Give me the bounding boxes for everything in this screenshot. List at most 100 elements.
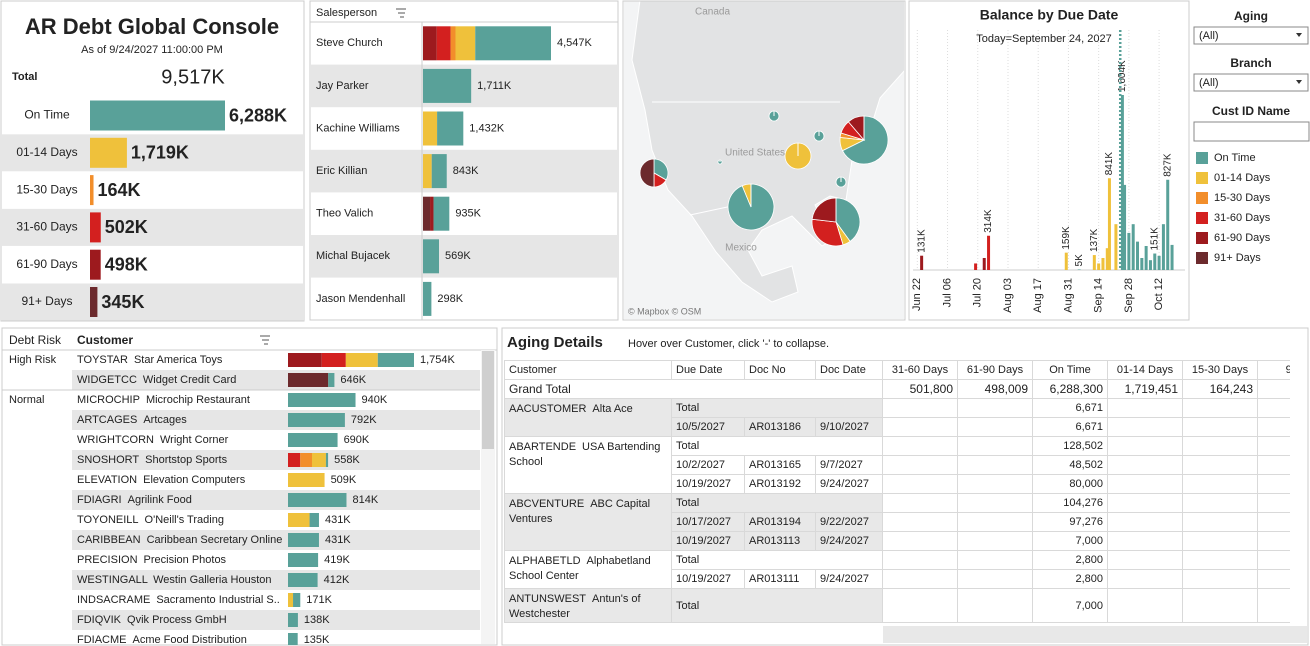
customer-name: Elevation Computers <box>143 474 246 486</box>
amount-cell <box>958 570 1033 589</box>
customer-name: Artcages <box>143 414 187 426</box>
customer-label[interactable]: MICROCHIPMicrochip Restaurant <box>77 394 250 406</box>
amount-cell <box>958 513 1033 532</box>
x-tick-label: Oct 12 <box>1153 278 1165 310</box>
salesperson-segment <box>475 26 551 60</box>
legend-label[interactable]: On Time <box>1214 152 1256 164</box>
customer-label[interactable]: TOYONEILLO'Neill's Trading <box>77 514 224 526</box>
customer-label[interactable]: WESTINGALLWestin Galleria Houston <box>77 574 272 586</box>
scrollbar-thumb[interactable] <box>482 351 494 449</box>
detail-doc-date: 9/24/2027 <box>816 570 883 589</box>
detail-doc-date: 9/10/2027 <box>816 418 883 437</box>
customer-name: O'Neill's Trading <box>145 514 224 526</box>
salesperson-segment <box>423 239 439 273</box>
customer-label[interactable]: WRIGHTCORNWright Corner <box>77 434 229 446</box>
legend-swatch[interactable] <box>1196 252 1208 264</box>
amount-cell <box>1258 456 1291 475</box>
search-input[interactable] <box>1194 122 1309 141</box>
balance-bar <box>1132 224 1135 270</box>
customer-label[interactable]: SNOSHORTShortstop Sports <box>77 454 228 466</box>
filter-value[interactable]: (All) <box>1199 30 1219 42</box>
amount-cell <box>1183 513 1258 532</box>
customer-label[interactable]: INDSACRAMESacramento Industrial S.. <box>77 594 280 606</box>
amount-cell <box>883 494 958 513</box>
salesperson-segment <box>456 26 476 60</box>
salesperson-name: Steve Church <box>316 37 383 49</box>
customer-label[interactable]: ELEVATIONElevation Computers <box>77 474 246 486</box>
customer-id: WIDGETCC <box>77 374 137 386</box>
legend-label[interactable]: 15-30 Days <box>1214 192 1271 204</box>
customer-total: 558K <box>334 454 360 466</box>
bar-value-label: 314K <box>983 209 994 233</box>
customer-cell[interactable]: AACUSTOMERAlta Ace <box>505 399 672 437</box>
legend-label[interactable]: 61-90 Days <box>1214 232 1271 244</box>
customer-segment <box>288 433 338 447</box>
customer-cell[interactable]: ABCVENTUREABC Capital Ventures <box>505 494 672 551</box>
customer-label[interactable]: TOYSTARStar America Toys <box>77 354 223 366</box>
customer-label[interactable]: FDIAGRIAgrilink Food <box>77 494 192 506</box>
balance-bar <box>1114 224 1117 270</box>
balance-bar <box>1158 256 1161 270</box>
legend-label[interactable]: 91+ Days <box>1214 252 1261 264</box>
bar-value-label: 159K <box>1061 226 1072 250</box>
amount-cell <box>883 532 958 551</box>
amount-cell <box>1183 589 1258 623</box>
filter-value[interactable]: (All) <box>1199 77 1219 89</box>
salesperson-segment <box>437 26 451 60</box>
customer-label[interactable]: FDIACMEAcme Food Distribution <box>77 634 247 646</box>
customer-segment <box>288 373 328 387</box>
amount-cell <box>1183 456 1258 475</box>
map-label: Mexico <box>725 243 757 254</box>
salesperson-header: Salesperson <box>316 7 377 19</box>
map-attribution: © Mapbox © OSM <box>628 306 701 316</box>
salesperson-segment <box>423 112 437 146</box>
salesperson-segment <box>437 112 463 146</box>
salesperson-total: 935K <box>455 208 481 220</box>
customer-id: ANTUNSWEST <box>509 593 586 605</box>
detail-row: ABARTENDEUSA Bartending SchoolTotal128,5… <box>505 437 1291 456</box>
legend-swatch[interactable] <box>1196 212 1208 224</box>
customer-label[interactable]: WIDGETCCWidget Credit Card <box>77 374 236 386</box>
amount-cell <box>1183 551 1258 570</box>
amount-cell <box>1258 418 1291 437</box>
amount-cell <box>1258 589 1291 623</box>
amount-cell <box>1108 513 1183 532</box>
detail-doc-date: 9/7/2027 <box>816 456 883 475</box>
customer-name: Wright Corner <box>160 434 229 446</box>
legend-swatch[interactable] <box>1196 192 1208 204</box>
customer-label[interactable]: FDIQVIKQvik Process GmbH <box>77 614 227 626</box>
amount-cell <box>958 494 1033 513</box>
balance-bar <box>920 256 923 270</box>
customer-segment <box>288 493 346 507</box>
customer-label[interactable]: CARIBBEANCaribbean Secretary Online <box>77 534 282 546</box>
legend-label[interactable]: 01-14 Days <box>1214 172 1271 184</box>
amount-cell: 48,502 <box>1033 456 1108 475</box>
customer-cell[interactable]: ABARTENDEUSA Bartending School <box>505 437 672 494</box>
legend-swatch[interactable] <box>1196 152 1208 164</box>
amount-cell: 7,000 <box>1033 589 1108 623</box>
customer-name: Agrilink Food <box>128 494 192 506</box>
legend-swatch[interactable] <box>1196 232 1208 244</box>
detail-doc-no: AR013165 <box>745 456 816 475</box>
grand-total-row: Grand Total501,800498,0096,288,3001,719,… <box>505 380 1291 399</box>
customer-segment <box>288 633 298 646</box>
customer-cell[interactable]: ANTUNSWESTAntun's of Westchester <box>505 589 672 623</box>
customer-cell[interactable]: ALPHABETLDAlphabetland School Center <box>505 551 672 589</box>
balance-bar <box>1078 269 1081 270</box>
customer-label[interactable]: ARTCAGESArtcages <box>77 414 187 426</box>
balance-bar <box>1145 246 1148 270</box>
legend-label[interactable]: 31-60 Days <box>1214 212 1271 224</box>
amount-cell <box>1258 570 1291 589</box>
x-tick-label: Jun 22 <box>911 278 923 311</box>
h-scrollbar[interactable] <box>883 626 1307 643</box>
x-tick-label: Aug 31 <box>1062 278 1074 313</box>
customer-id: ABCVENTURE <box>509 498 584 510</box>
customer-label[interactable]: PRECISIONPrecision Photos <box>77 554 227 566</box>
amount-cell <box>883 475 958 494</box>
aging-category: 91+ Days <box>21 294 72 308</box>
dashboard-title: AR Debt Global Console <box>25 14 279 39</box>
map: CanadaUnited StatesMexico© Mapbox © OSM <box>623 0 905 320</box>
legend-swatch[interactable] <box>1196 172 1208 184</box>
customer-total: 171K <box>306 594 332 606</box>
balance-bar <box>1136 242 1139 270</box>
